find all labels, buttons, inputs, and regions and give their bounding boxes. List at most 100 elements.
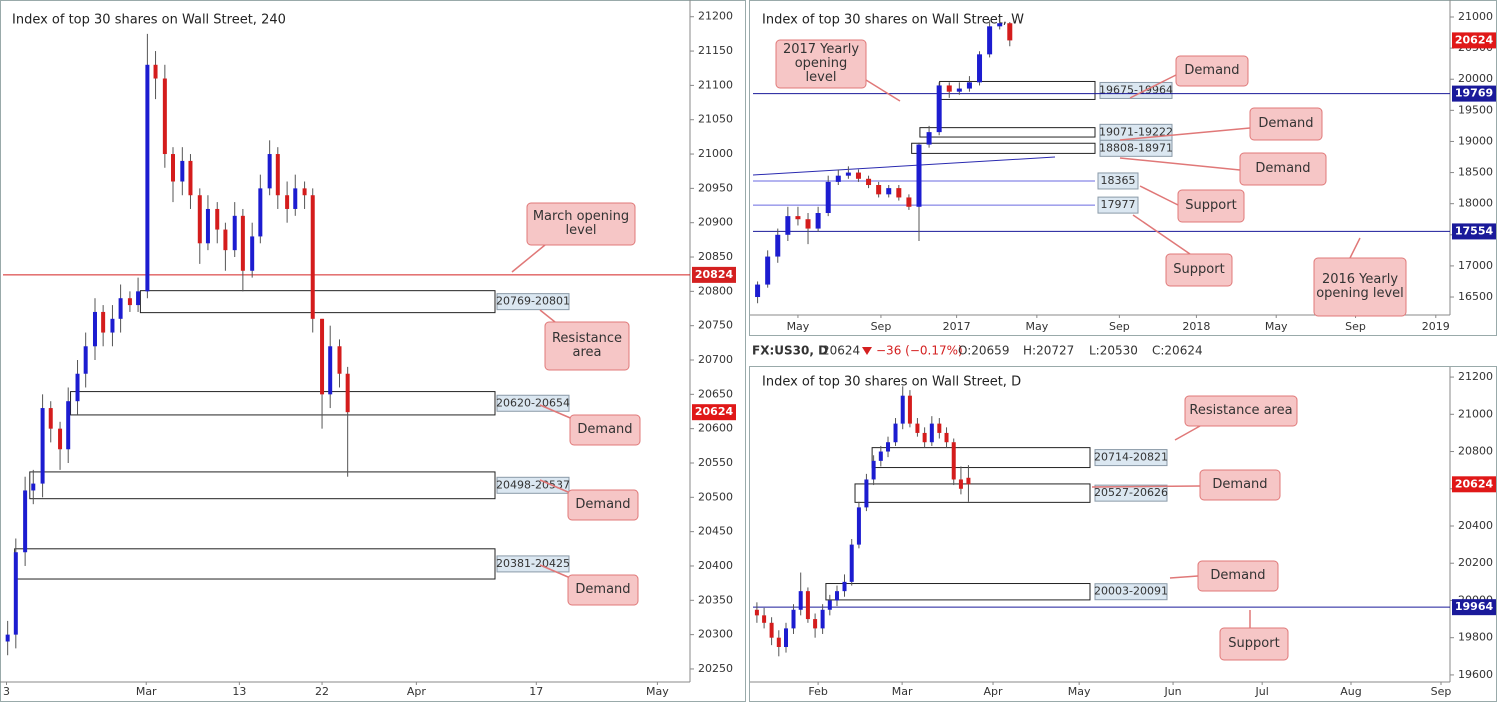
y-tick-label: 20700 bbox=[698, 353, 733, 366]
y-tick-label: 21150 bbox=[698, 44, 733, 57]
candle-body bbox=[956, 88, 962, 92]
panel bbox=[749, 366, 1497, 702]
candle-body bbox=[58, 428, 63, 450]
y-tick-label: 20400 bbox=[1458, 519, 1493, 532]
callout-text: Resistance area bbox=[1189, 403, 1293, 418]
y-tick-label: 20550 bbox=[698, 456, 733, 469]
zone-label: 20381-20425 bbox=[496, 557, 570, 570]
candle-body bbox=[258, 188, 263, 237]
candle-body bbox=[987, 26, 993, 55]
x-tick-label: Jul bbox=[1255, 685, 1269, 698]
x-tick-label: Jun bbox=[1163, 685, 1181, 698]
x-tick-label: Sep bbox=[1109, 320, 1130, 333]
candle-body bbox=[232, 215, 237, 251]
candle-body bbox=[805, 591, 810, 620]
candle-body bbox=[223, 229, 228, 251]
header-item: L:20530 bbox=[1089, 344, 1138, 358]
zone bbox=[854, 483, 1091, 503]
y-tick-label: 20750 bbox=[698, 319, 733, 332]
callout-pointer bbox=[1132, 214, 1191, 255]
x-tick-label: May bbox=[1265, 320, 1288, 333]
price-tag bbox=[692, 266, 736, 283]
candle-body bbox=[929, 423, 934, 443]
callout-text: Demand bbox=[1184, 63, 1240, 78]
price-tag bbox=[1452, 223, 1496, 240]
candle-body bbox=[776, 637, 781, 648]
candle-body bbox=[136, 291, 141, 306]
candle-body bbox=[171, 154, 176, 182]
y-tick-label: 20450 bbox=[698, 525, 733, 538]
x-tick-label: 13 bbox=[232, 685, 246, 698]
candle-body bbox=[944, 432, 949, 443]
zone-label-box bbox=[1099, 139, 1173, 157]
zone-label: 19071-19222 bbox=[1099, 125, 1173, 138]
y-tick-label: 20900 bbox=[698, 216, 733, 229]
header-item: O:20659 bbox=[958, 344, 1009, 358]
candle-body bbox=[127, 298, 132, 306]
price-tag-label: 17554 bbox=[1455, 224, 1494, 237]
y-tick-label: 20850 bbox=[698, 250, 733, 263]
x-tick-label: Aug bbox=[1340, 685, 1361, 698]
callout-box bbox=[1175, 55, 1249, 87]
callout-pointer bbox=[539, 309, 556, 323]
callout-box bbox=[1249, 107, 1323, 141]
candle-body bbox=[906, 197, 912, 207]
header-item: C:20624 bbox=[1152, 344, 1203, 358]
callout-text: March opening level bbox=[532, 209, 630, 238]
y-tick-label: 18000 bbox=[1458, 197, 1493, 210]
zone-label: 20620-20654 bbox=[496, 396, 570, 409]
callout-text: Demand bbox=[575, 582, 631, 597]
candle-body bbox=[936, 85, 942, 133]
candle-body bbox=[966, 82, 972, 89]
x-tick-label: Feb bbox=[808, 685, 827, 698]
x-tick-label: 22 bbox=[315, 685, 329, 698]
callout: March opening level bbox=[532, 209, 630, 238]
y-tick-label: 20200 bbox=[1458, 556, 1493, 569]
candle-body bbox=[825, 181, 831, 214]
candle-body bbox=[856, 507, 861, 545]
callout-pointer bbox=[1349, 237, 1361, 259]
zone-label-box bbox=[496, 555, 570, 573]
candle-body bbox=[320, 318, 325, 395]
candle-body bbox=[866, 178, 872, 186]
y-tick-label: 19500 bbox=[1458, 103, 1493, 116]
x-tick-label: 3 bbox=[3, 685, 10, 698]
callout-pointer bbox=[1129, 74, 1177, 99]
y-tick-label: 20300 bbox=[698, 628, 733, 641]
header-item: −36 (−0.17%) bbox=[876, 344, 963, 358]
zone-label-box bbox=[496, 476, 570, 494]
candle-body bbox=[92, 311, 97, 347]
callout-box bbox=[1184, 395, 1298, 427]
y-tick-label: 20500 bbox=[698, 490, 733, 503]
zone-label: 20714-20821 bbox=[1094, 451, 1168, 464]
y-tick-label: 19600 bbox=[1458, 668, 1493, 681]
last-price-tag bbox=[1452, 476, 1496, 493]
candle-body bbox=[754, 609, 759, 616]
candle-body bbox=[188, 160, 193, 196]
candle-body bbox=[915, 423, 920, 433]
candle-body bbox=[896, 188, 902, 198]
zone bbox=[919, 127, 1096, 138]
zone-label-box bbox=[496, 394, 570, 412]
price-tag bbox=[1452, 599, 1496, 616]
x-tick-label: Mar bbox=[892, 685, 913, 698]
y-tick-label: 17000 bbox=[1458, 259, 1493, 272]
y-tick-label: 19000 bbox=[1458, 134, 1493, 147]
candle-body bbox=[937, 423, 942, 433]
candle-body bbox=[345, 373, 350, 413]
y-tick-label: 20950 bbox=[698, 181, 733, 194]
candle-body bbox=[250, 236, 255, 271]
callout: Demand bbox=[1184, 63, 1240, 78]
callout-pointer bbox=[865, 79, 901, 102]
candle-body bbox=[886, 188, 892, 195]
callout-pointer bbox=[1174, 425, 1201, 441]
candle-body bbox=[926, 132, 932, 145]
candle-body bbox=[310, 195, 315, 319]
callout: Demand bbox=[575, 498, 630, 512]
callout-pointer bbox=[1091, 485, 1201, 488]
callout: 2016 Yearly opening level bbox=[1316, 272, 1404, 301]
callout: Resistance area bbox=[1189, 403, 1293, 418]
candle-body bbox=[842, 581, 847, 592]
callout-text: 2016 Yearly opening level bbox=[1316, 272, 1404, 301]
